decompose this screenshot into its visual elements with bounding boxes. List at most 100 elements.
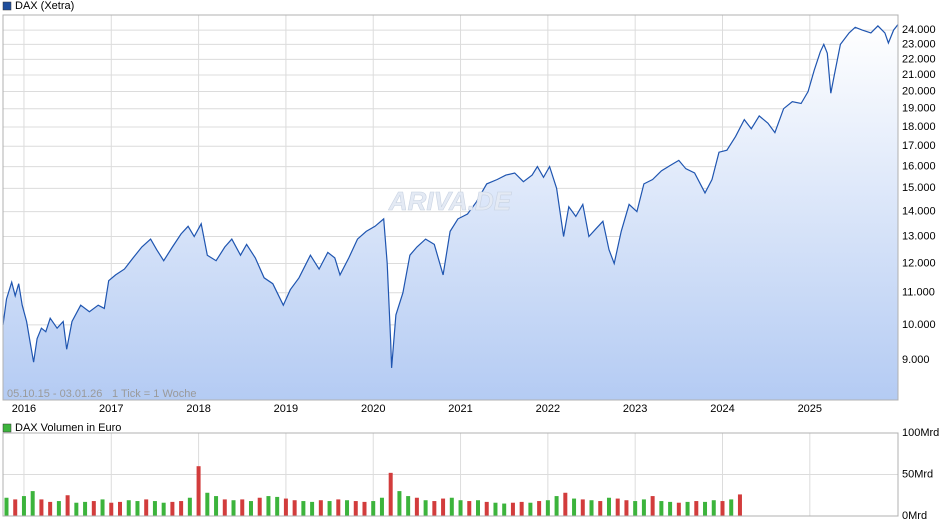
volume-bar [170,501,175,516]
volume-bar [668,501,673,516]
volume-bar [56,501,61,516]
volume-bar [484,501,489,516]
x-tick-label: 2021 [448,403,472,415]
volume-bar [467,501,472,516]
x-tick-label: 2019 [274,403,298,415]
volume-bar [240,499,245,516]
y-tick-label: 15.000 [902,182,936,194]
volume-bar [126,500,131,516]
volume-bar [118,501,123,516]
volume-bar [353,501,358,516]
volume-bar [179,501,184,516]
y-tick-label: 16.000 [902,161,936,173]
volume-bar [13,499,18,516]
volume-bar [729,499,734,516]
volume-bar [606,497,611,516]
x-tick-label: 2024 [710,403,734,415]
legend-swatch [2,423,12,433]
x-tick-label: 2016 [12,403,36,415]
volume-bar [83,501,88,516]
y-tick-label: 13.000 [902,230,936,242]
legend-label: DAX Volumen in Euro [15,422,121,434]
volume-bar [397,491,402,516]
volume-bar [48,501,53,516]
y-tick-label: 50Mrd [902,468,933,480]
volume-bar [432,501,437,516]
volume-bar [633,501,638,516]
volume-bar [222,499,227,516]
volume-bar [441,498,446,516]
volume-bar [414,497,419,516]
volume-bar [231,500,236,516]
volume-bar [388,472,393,516]
volume-bar [152,501,157,516]
y-tick-label: 10.000 [902,319,936,331]
volume-bar [502,503,507,516]
tick-note: 1 Tick = 1 Woche [112,388,196,400]
volume-bar [205,492,210,516]
range-label: 05.10.15 - 03.01.26 [7,388,102,400]
volume-bar [650,496,655,516]
y-tick-label: 9.000 [902,354,930,366]
volume-bar [135,501,140,516]
volume-bar [30,491,35,516]
volume-bar [214,496,219,516]
plot-frame [2,14,899,401]
volume-bar [641,499,646,516]
volume-bar [711,500,716,516]
volume-bar [310,501,315,516]
volume-bar [685,501,690,516]
volume-bar [187,497,192,516]
volume-bar [371,501,376,516]
volume-bar [580,499,585,516]
y-tick-label: 17.000 [902,140,936,152]
y-tick-label: 19.000 [902,103,936,115]
volume-bar [589,500,594,516]
volume-bar [109,502,114,516]
price-line [2,24,899,368]
volume-bar [100,499,105,516]
volume-bar [21,496,26,516]
volume-bar [257,497,262,516]
volume-bar [476,500,481,516]
volume-bar [301,501,306,516]
y-tick-label: 100Mrd [902,427,939,439]
volume-bar [563,492,568,516]
volume-bar [39,499,44,516]
volume-bar [493,502,498,516]
volume-bar [292,500,297,516]
volume-bar [554,496,559,516]
volume-bar [91,501,96,516]
volume-bar [659,501,664,516]
volume-bar [537,501,542,516]
legend-label: DAX (Xetra) [15,0,74,12]
volume-bar [4,497,9,516]
volume-bar [362,501,367,516]
y-tick-label: 18.000 [902,121,936,133]
x-tick-label: 2025 [798,403,822,415]
volume-bar [345,500,350,516]
volume-bar [737,494,742,516]
x-tick-label: 2020 [361,403,385,415]
volume-bar [519,501,524,516]
volume-bar [615,498,620,516]
y-tick-label: 14.000 [902,205,936,217]
volume-bar [458,500,463,516]
plot-frame [2,432,899,517]
y-tick-label: 0Mrd [902,510,927,522]
volume-bar [449,497,454,516]
volume-bar [283,498,288,516]
volume-bar [144,499,149,516]
volume-bar [248,501,253,516]
volume-bar [528,502,533,516]
volume-bar [598,501,603,516]
volume-bar [510,502,515,516]
volume-bar [196,466,201,516]
volume-bar [720,501,725,516]
y-tick-label: 24.000 [902,24,936,36]
volume-bar [266,496,271,516]
volume-bar [703,501,708,516]
volume-bar [624,500,629,516]
y-tick-label: 11.000 [902,287,935,299]
area-fill [3,24,898,400]
